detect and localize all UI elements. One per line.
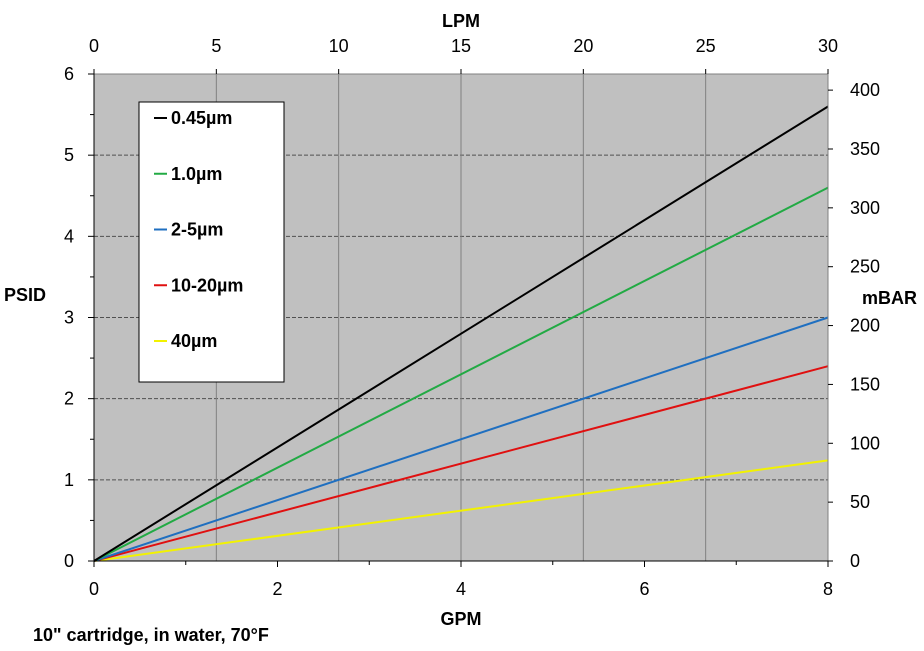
footnote: 10" cartridge, in water, 70°F [33, 625, 269, 645]
series-line [93, 186, 829, 562]
series-line [93, 459, 829, 562]
y-left-axis-title: PSID [4, 285, 46, 305]
y-left-tick-label: 2 [64, 389, 74, 409]
y-left-tick-label: 4 [64, 226, 74, 246]
legend-label: 2-5µm [171, 220, 223, 240]
x-top-tick-label: 20 [573, 36, 593, 56]
y-right-tick-label: 350 [850, 139, 880, 159]
x-bottom-tick-label: 8 [823, 579, 833, 599]
x-bottom-tick-label: 6 [639, 579, 649, 599]
x-top-tick-label: 10 [329, 36, 349, 56]
y-right-tick-label: 200 [850, 316, 880, 336]
x-bottom-tick-label: 4 [456, 579, 466, 599]
y-left-tick-label: 5 [64, 145, 74, 165]
legend-label: 0.45µm [171, 108, 232, 128]
x-top-axis-title: LPM [442, 11, 480, 31]
axes [88, 69, 833, 567]
x-bottom-tick-label: 2 [272, 579, 282, 599]
legend-label: 40µm [171, 331, 217, 351]
x-top-tick-label: 30 [818, 36, 838, 56]
y-right-axis-title: mBAR [862, 288, 917, 308]
y-left-tick-label: 0 [64, 551, 74, 571]
series-line [93, 316, 829, 562]
series-line [93, 365, 829, 562]
x-bottom-tick-label: 0 [89, 579, 99, 599]
y-right-tick-label: 150 [850, 374, 880, 394]
y-right-tick-label: 100 [850, 433, 880, 453]
series-lines [93, 105, 829, 562]
x-top-tick-label: 15 [451, 36, 471, 56]
legend-label: 1.0µm [171, 164, 222, 184]
y-right-tick-label: 50 [850, 492, 870, 512]
y-right-tick-label: 300 [850, 198, 880, 218]
legend: 0.45µm 1.0µm 2-5µm 10-20µm 40µm [138, 101, 285, 383]
x-top-tick-label: 0 [89, 36, 99, 56]
y-left-tick-label: 3 [64, 308, 74, 328]
x-top-tick-label: 5 [211, 36, 221, 56]
y-left-tick-label: 1 [64, 470, 74, 490]
y-left-tick-label: 6 [64, 64, 74, 84]
x-bottom-axis-title: GPM [440, 609, 481, 629]
y-right-tick-label: 400 [850, 80, 880, 100]
legend-box [138, 101, 285, 383]
y-right-tick-label: 0 [850, 551, 860, 571]
series-line [93, 105, 829, 562]
legend-label: 10-20µm [171, 275, 243, 295]
x-top-tick-label: 25 [696, 36, 716, 56]
y-right-tick-label: 250 [850, 257, 880, 277]
